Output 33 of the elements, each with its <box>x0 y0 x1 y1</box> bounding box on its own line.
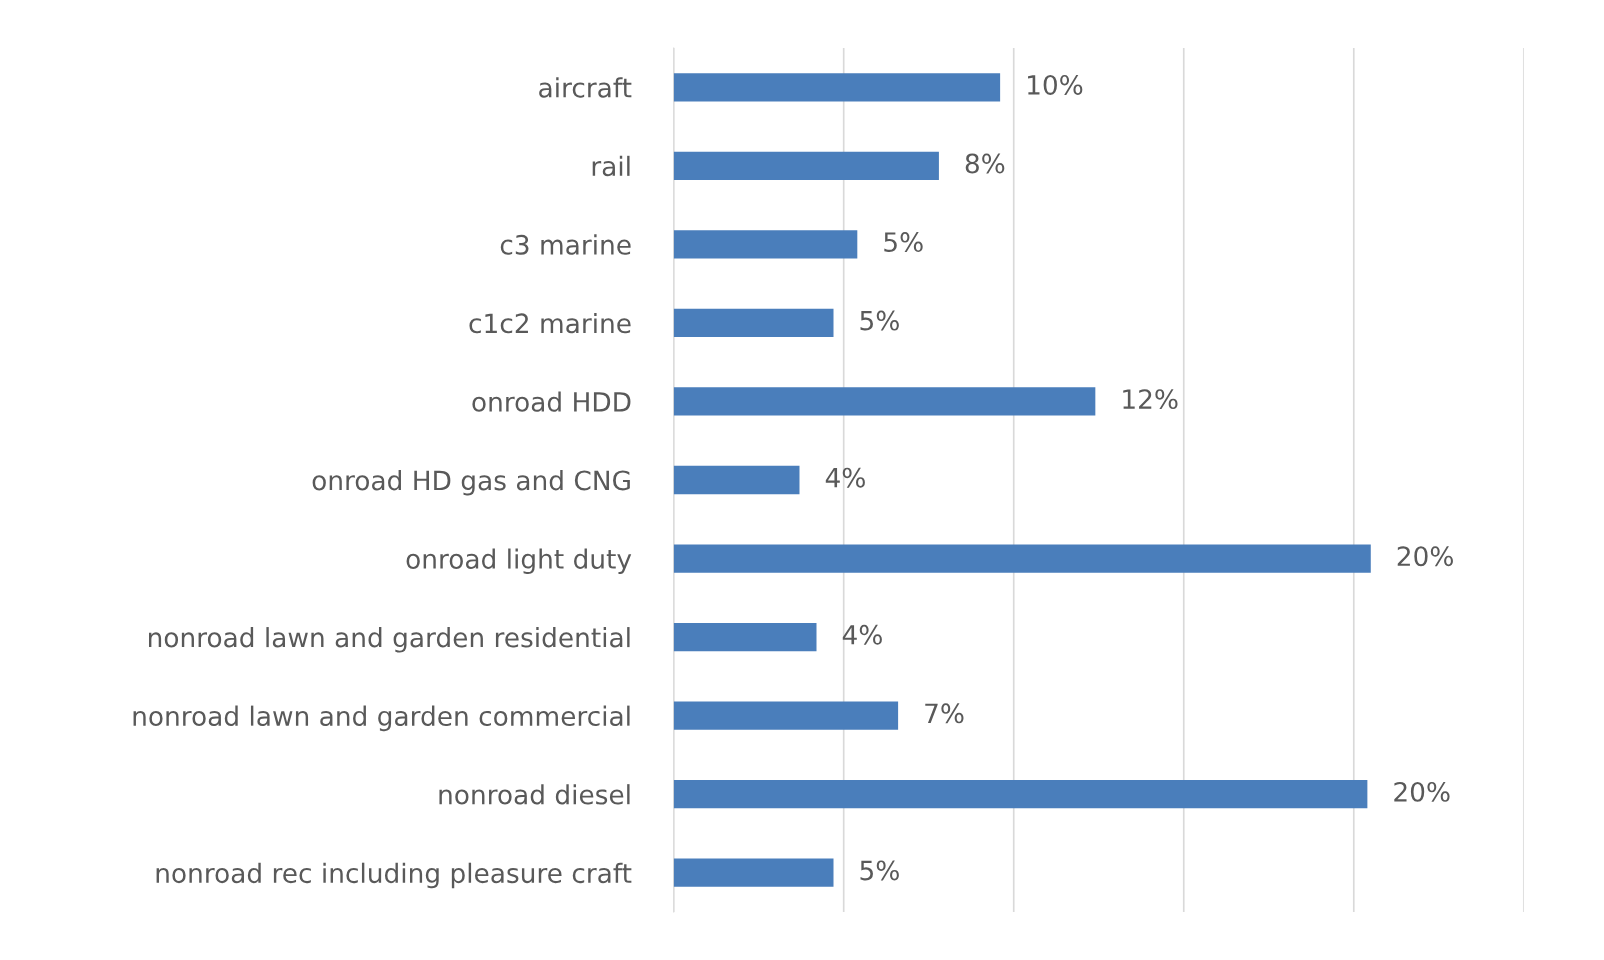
data-label: 20% <box>1397 546 1453 567</box>
y-tick-label: aircraft <box>539 77 632 98</box>
bar <box>673 701 899 730</box>
y-tick-label: nonroad diesel <box>439 784 630 805</box>
data-label: 7% <box>925 703 964 724</box>
y-tick-label: c1c2 marine <box>469 312 631 334</box>
bar <box>673 465 800 495</box>
y-tick-label: onroad HD gas and CNG <box>312 469 630 496</box>
data-label: 4% <box>842 624 882 645</box>
data-label: 5% <box>860 310 899 331</box>
data-label: 8% <box>965 153 1005 174</box>
data-label: 4% <box>825 467 865 488</box>
y-tick-label: onroad light duty <box>406 548 632 575</box>
bar <box>673 308 834 338</box>
data-label: 10% <box>1028 74 1083 95</box>
bar <box>673 858 834 887</box>
y-tick-label: nonroad rec including pleasure craft <box>156 862 632 889</box>
y-tick-label: nonroad lawn and garden commercial <box>133 705 630 732</box>
bar <box>673 230 858 259</box>
bar <box>673 622 817 652</box>
bar <box>673 780 1368 809</box>
y-tick-label: rail <box>592 155 630 177</box>
data-label: 20% <box>1394 781 1450 802</box>
data-label: 5% <box>860 860 899 881</box>
y-tick-label: c3 marine <box>500 234 631 255</box>
bar <box>673 151 939 180</box>
bar <box>673 544 1371 573</box>
data-label: 5% <box>884 232 923 253</box>
data-label: 12% <box>1123 389 1178 410</box>
y-tick-label: onroad HDD <box>472 391 631 412</box>
bar <box>673 73 1001 102</box>
bar <box>673 387 1096 416</box>
y-tick-label: nonroad lawn and garden residential <box>149 627 630 653</box>
